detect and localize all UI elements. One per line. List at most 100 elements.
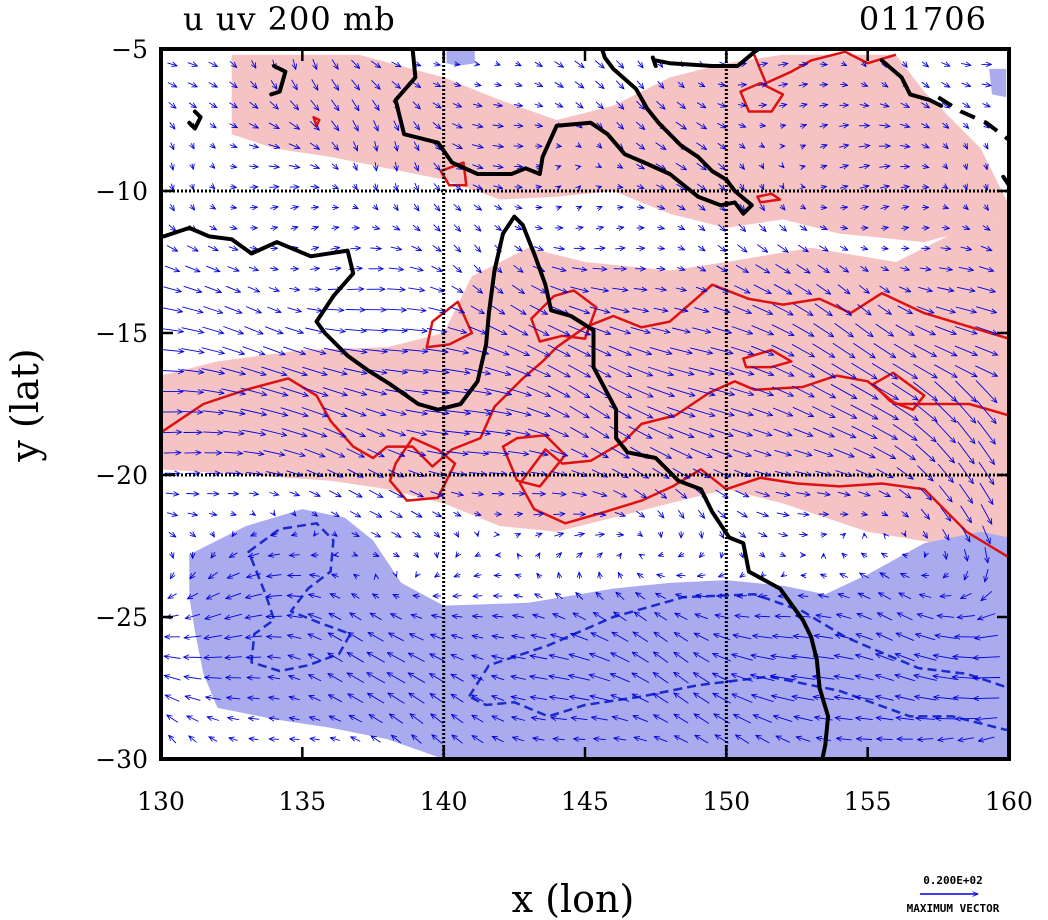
wind-vector-83 [185,696,201,701]
wind-vector-355 [719,574,726,577]
wind-vector-311 [656,593,667,600]
wind-vector-647 [812,427,834,437]
wind-vector-488 [920,508,929,519]
wind-vector-104 [611,695,630,702]
wind-vector-733 [891,382,918,400]
wind-vector-1062 [921,228,929,229]
wind-vector-983 [978,266,994,272]
wind-vector-119 [915,696,937,701]
wind-vector-230 [674,633,689,642]
wind-vector-524 [817,493,830,495]
wind-vector-72 [794,717,813,722]
wind-vector-669 [424,409,449,413]
wind-vector-863 [203,306,222,314]
wind-vector-307 [576,593,584,600]
wind-vector-405 [902,554,907,556]
wind-vector-675 [548,406,570,417]
wind-vector-137 [451,674,464,682]
wind-vector-747 [343,368,367,374]
wind-vector-48 [309,717,321,720]
wind-vector-850 [771,324,794,336]
wind-vector-70 [753,715,772,723]
wind-vector-1013 [757,244,767,253]
wind-vector-906 [247,286,260,292]
wind-vector-969 [696,267,706,271]
wind-vector-468 [514,514,522,515]
wind-vector-532 [979,482,993,504]
wind-vector-15 [472,736,484,744]
wind-vector-604 [774,449,791,455]
wind-vector-40 [978,736,995,741]
wind-vector-844 [651,327,670,333]
wind-vector-451 [166,513,177,516]
wind-vector-507 [471,493,484,495]
wind-vector-909 [308,289,321,290]
wind-vector-17 [513,737,525,741]
wind-vector-234 [753,636,773,639]
wind-vector-745 [302,366,327,375]
wind-vector-382 [437,553,438,558]
wind-vector-452 [187,513,198,515]
wind-vector-362 [860,573,870,579]
wind-vector-967 [656,268,666,269]
wind-vector-882 [589,306,610,313]
wind-vector-687 [792,406,814,416]
wind-vector-641 [688,427,714,437]
wind-vector-415 [271,534,278,536]
wind-vector-962 [551,266,566,271]
wind-vector-313 [696,595,707,597]
wind-vector-192 [732,654,753,661]
wind-vector-22 [614,738,627,740]
wind-vector-487 [901,510,909,517]
wind-vector-438 [738,531,746,538]
wind-vector-427 [516,534,520,536]
wind-vector-756 [526,365,551,377]
wind-vector-765 [709,367,734,375]
wind-vector-159 [895,675,916,682]
wind-vector-764 [688,367,714,375]
wind-vector-798 [547,344,570,356]
wind-vector-548 [468,472,486,474]
wind-vector-148 [674,672,689,684]
wind-vector-684 [730,408,753,416]
wind-vector-676 [569,405,590,418]
wind-vector-280 [857,614,872,620]
wind-vector-542 [347,468,364,477]
wind-vector-749 [384,370,407,373]
wind-vector-139 [492,676,505,681]
wind-vector-899 [935,306,955,313]
y-tick-label-15: −15 [95,319,148,348]
wind-vector-830 [364,330,387,331]
wind-vector-955 [409,267,423,270]
wind-vector-323 [899,593,912,600]
shaded-region-negative-4 [989,68,1007,98]
wind-vector-900 [955,306,977,312]
wind-vector-696 [976,400,996,423]
wind-vector-713 [484,387,511,394]
wind-vector-287 [168,593,177,599]
wind-vector-450 [982,525,991,544]
wind-vector-620 [261,428,287,435]
wind-vector-613 [957,441,974,464]
wind-vector-field [161,59,1001,744]
wind-vector-242 [916,634,936,641]
wind-vector-149 [693,673,710,684]
wind-vector-176 [408,653,425,662]
wind-vector-35 [877,739,893,740]
wind-vector-123 [164,675,181,681]
wind-vector-164 [164,656,181,658]
wind-vector-847 [711,326,732,333]
wind-vector-288 [187,592,199,599]
wind-vector-386 [517,554,519,557]
wind-vector-373 [248,554,260,557]
contour-negative-14 [467,593,1009,732]
wind-vector-536 [225,473,241,474]
wind-vector-472 [593,513,606,515]
wind-vector-75 [856,718,873,720]
wind-vector-247 [185,613,201,618]
wind-vector-665 [344,407,366,416]
wind-vector-4 [249,739,259,740]
wind-vector-588 [446,452,468,455]
wind-vector-816 [913,344,936,357]
wind-vector-198 [855,655,874,661]
